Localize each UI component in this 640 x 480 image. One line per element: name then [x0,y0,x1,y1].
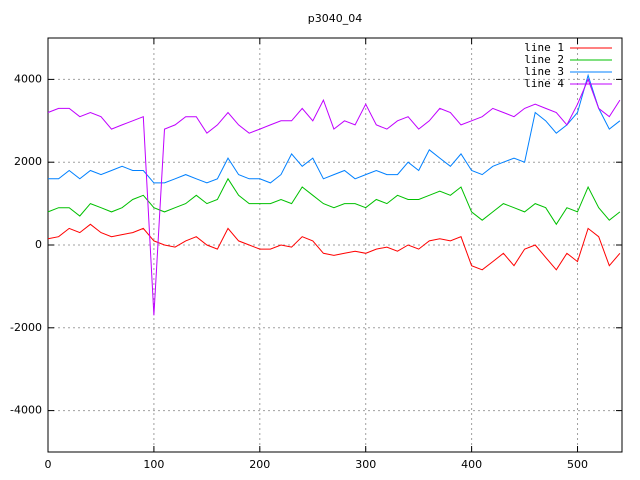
x-tick-label: 0 [45,458,52,471]
y-tick-label: 4000 [14,72,42,85]
x-tick-label: 100 [143,458,164,471]
x-tick-label: 500 [567,458,588,471]
legend-label: line 2 [524,53,564,66]
series-line [48,73,621,184]
x-tick-label: 400 [461,458,482,471]
y-tick-label: -2000 [10,321,42,334]
series-line [47,177,621,226]
x-tick-label: 300 [355,458,376,471]
y-tick-label: 0 [35,238,42,251]
legend-label: line 3 [524,65,564,78]
y-tick-label: 2000 [14,155,42,168]
legend-label: line 1 [524,41,564,54]
x-tick-label: 200 [249,458,270,471]
series-line [47,78,621,316]
plot-frame [47,37,623,453]
legend-label: line 4 [524,77,564,90]
series-line [47,223,621,271]
y-tick-label: -4000 [10,404,42,417]
chart-title: p3040_04 [308,12,362,25]
